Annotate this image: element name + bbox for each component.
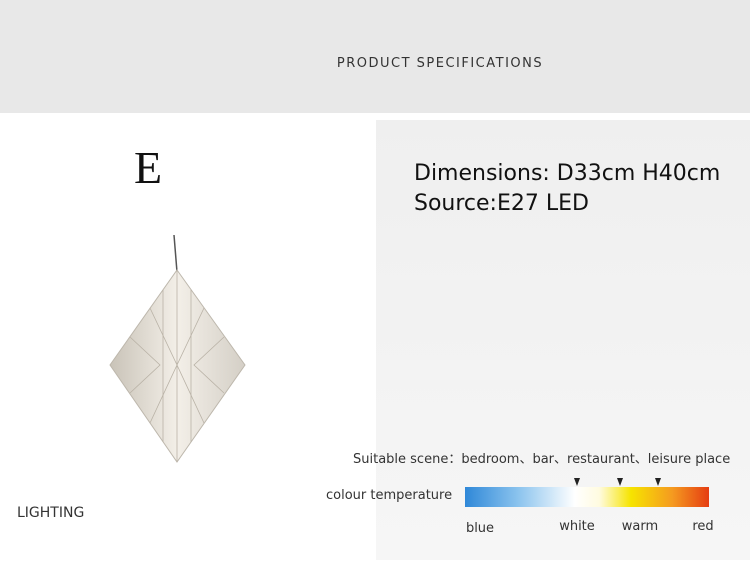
category-label: LIGHTING: [17, 505, 84, 521]
source: Source:E27 LED: [414, 191, 589, 216]
stop-label: white: [559, 519, 595, 534]
lamp: [109, 234, 246, 463]
dimensions: Dimensions: D33cm H40cm: [414, 161, 720, 186]
suitable-scene: Suitable scene：bedroom、bar、restaurant、le…: [353, 452, 730, 467]
header-band: [0, 0, 750, 113]
stop-label: warm: [622, 519, 658, 534]
temperature-bar: [465, 487, 709, 507]
temperature-markers: [574, 478, 661, 486]
spec-panel: [376, 120, 750, 560]
colour-temperature-label: colour temperature: [326, 488, 452, 503]
model-letter: E: [134, 142, 162, 193]
stop-label: red: [692, 519, 713, 534]
header-title: PRODUCT SPECIFICATIONS: [337, 56, 543, 71]
stop-label: blue: [466, 521, 494, 536]
